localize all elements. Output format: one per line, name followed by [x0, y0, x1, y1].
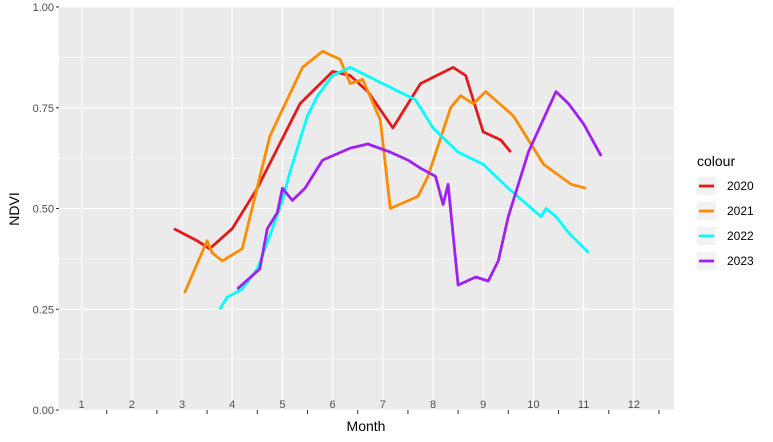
x-tick-label: 7 [380, 399, 386, 411]
legend-title: colour [697, 153, 735, 169]
x-axis-ticks: 1 2 3 4 5 6 7 8 9 10 11 12 [79, 399, 660, 414]
grid-minor [59, 57, 674, 360]
y-tick-label: 1.00 [33, 2, 54, 14]
y-tick-label: 0.75 [33, 103, 54, 115]
y-tick-label: 0.00 [33, 405, 54, 417]
y-tick-label: 0.50 [33, 204, 54, 216]
y-tick-label: 0.25 [33, 304, 54, 316]
x-tick-label: 10 [527, 399, 539, 411]
legend-label-2021: 2021 [727, 204, 754, 218]
series-line-2023 [236, 90, 603, 291]
series-line-2021 [183, 49, 587, 294]
x-tick-label: 3 [179, 399, 185, 411]
x-tick-label: 9 [480, 399, 486, 411]
y-axis-ticks: 0.00 0.25 0.50 0.75 1.00 [33, 2, 59, 417]
x-tick-label: 4 [229, 399, 235, 411]
legend-label-2023: 2023 [727, 254, 754, 268]
y-axis-title: NDVI [6, 192, 22, 225]
legend-label-2022: 2022 [727, 229, 754, 243]
legend: colour 2020 2021 2022 2023 [697, 153, 754, 270]
x-tick-label: 5 [279, 399, 285, 411]
x-tick-label: 8 [430, 399, 436, 411]
x-tick-label: 11 [578, 399, 589, 411]
x-tick-label: 6 [330, 399, 336, 411]
legend-label-2020: 2020 [727, 179, 754, 193]
series-layer [173, 49, 603, 311]
x-tick-label: 1 [79, 399, 85, 411]
x-axis-title: Month [347, 418, 386, 434]
x-tick-label: 12 [628, 399, 640, 411]
x-tick-label: 2 [129, 399, 135, 411]
